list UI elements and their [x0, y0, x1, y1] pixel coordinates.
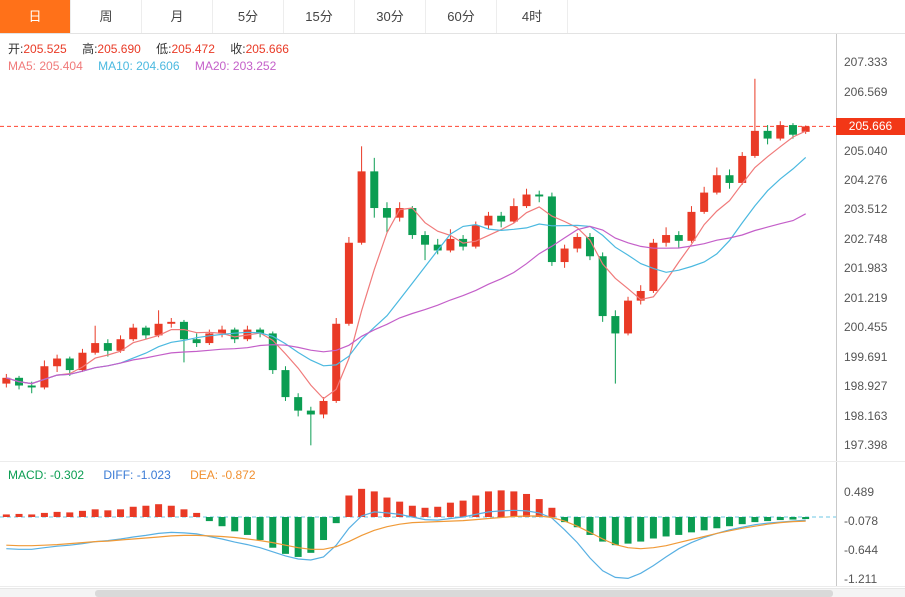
tab-day[interactable]: 日 [0, 0, 71, 33]
candles-group [2, 78, 810, 446]
ma20-value: 203.252 [232, 59, 277, 73]
open-value: 205.525 [23, 42, 67, 56]
price-axis-label: 198.163 [844, 408, 888, 423]
dif-line [6, 509, 806, 580]
tab-week[interactable]: 周 [71, 0, 142, 33]
tab-month[interactable]: 月 [142, 0, 213, 33]
tab-15min[interactable]: 15分 [284, 0, 355, 33]
dea-value: -0.872 [221, 468, 256, 482]
price-axis-label: 197.398 [844, 438, 888, 453]
price-axis-label: 205.040 [844, 143, 888, 158]
tab-4hour[interactable]: 4时 [497, 0, 568, 33]
price-axis-label: 207.333 [844, 55, 888, 70]
ma5-line [6, 130, 806, 400]
ma10-label: MA10: [98, 59, 133, 73]
horizontal-scrollbar[interactable] [0, 588, 905, 597]
high-value: 205.690 [97, 42, 141, 56]
macd-readout: MACD: -0.302 DIFF: -1.023 DEA: -0.872 [8, 468, 272, 482]
current-price-tag: 205.666 [836, 118, 905, 136]
macd-axis-label: -1.211 [844, 572, 878, 586]
macd-histogram-group [2, 488, 810, 557]
timeframe-tabbar: 日 周 月 5分 15分 30分 60分 4时 [0, 0, 905, 34]
price-axis-label: 206.569 [844, 84, 888, 99]
ma10-line [6, 156, 807, 385]
macd-label: MACD: [8, 468, 47, 482]
diff-value: -1.023 [136, 468, 171, 482]
ma5-label: MA5: [8, 59, 37, 73]
tab-60min[interactable]: 60分 [426, 0, 497, 33]
ma20-label: MA20: [194, 59, 230, 73]
price-axis-label: 199.691 [844, 349, 888, 364]
ma-readout: MA5: 205.404 MA10: 204.606 MA20: 203.252 [8, 59, 276, 73]
close-value: 205.666 [245, 42, 289, 56]
macd-axis-label: -0.644 [844, 542, 879, 557]
macd-axis-label: 0.489 [844, 484, 875, 499]
price-axis-label: 201.219 [844, 290, 888, 305]
tab-5min[interactable]: 5分 [213, 0, 284, 33]
ohlc-readout: 开:205.525 高:205.690 低:205.472 收:205.666 [8, 40, 301, 57]
open-label: 开: [8, 42, 24, 56]
price-axis-label: 198.927 [844, 379, 888, 394]
price-axis-label: 201.983 [844, 261, 888, 276]
price-axis: 207.333 206.569 205.040 204.276 203.512 202.7… [836, 34, 905, 587]
close-label: 收: [230, 42, 246, 56]
dea-label: DEA: [190, 468, 219, 482]
ma5-value: 205.404 [39, 59, 83, 73]
ma10-value: 204.606 [136, 59, 180, 73]
price-axis-label: 204.276 [844, 173, 888, 187]
high-label: 高: [82, 42, 98, 56]
bottom-divider [0, 586, 905, 587]
low-value: 205.472 [171, 42, 215, 56]
dea-line [6, 515, 806, 550]
macd-value: -0.302 [50, 468, 85, 482]
main-chart-canvas[interactable] [0, 34, 836, 460]
diff-label: DIFF: [103, 468, 134, 482]
ma20-line [6, 213, 806, 385]
macd-axis-label: -0.078 [844, 513, 879, 528]
low-label: 低: [156, 42, 172, 56]
price-axis-label: 202.748 [844, 231, 888, 246]
price-axis-label: 200.455 [844, 320, 888, 335]
panel-divider [0, 461, 905, 462]
scrollbar-thumb[interactable] [95, 590, 833, 597]
macd-chart-canvas[interactable] [0, 462, 836, 586]
tab-30min[interactable]: 30分 [355, 0, 426, 33]
price-axis-label: 203.512 [844, 202, 888, 217]
